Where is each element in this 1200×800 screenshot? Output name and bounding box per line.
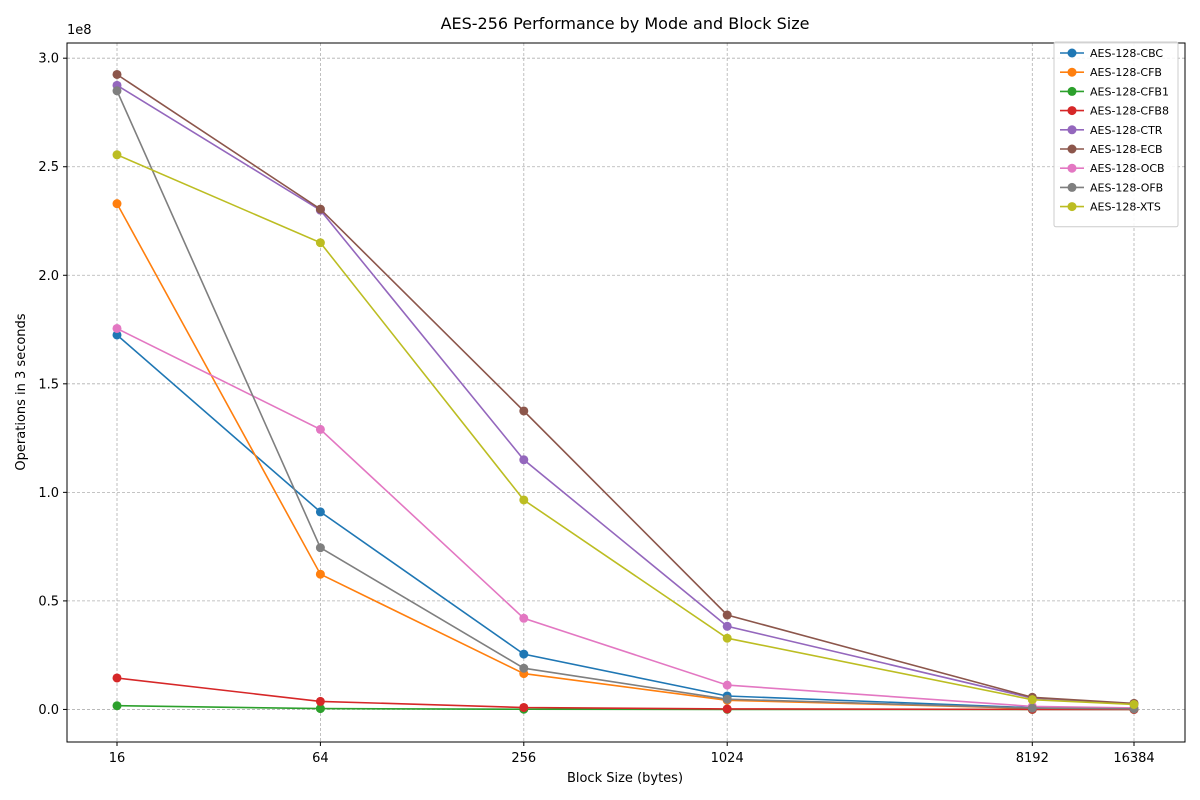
legend-item: AES-128-OCB xyxy=(1060,162,1165,175)
legend-label: AES-128-OCB xyxy=(1090,162,1165,175)
legend-item: AES-128-OFB xyxy=(1060,181,1163,194)
data-point xyxy=(519,663,529,673)
x-tick-label: 256 xyxy=(511,751,536,766)
legend-swatch-marker xyxy=(1067,182,1077,192)
legend: AES-128-CBC AES-128-CFB AES-128-CFB1 AES-12… xyxy=(1053,41,1179,228)
y-tick-label: 2.5 xyxy=(38,160,59,175)
data-point xyxy=(315,238,325,248)
data-point xyxy=(519,406,529,416)
data-point xyxy=(112,701,122,711)
data-point xyxy=(112,150,122,160)
data-point xyxy=(315,704,325,714)
data-point xyxy=(519,613,529,623)
series-line xyxy=(116,327,1135,709)
y-tick-label: 1.5 xyxy=(38,377,59,392)
legend-label: AES-128-CFB1 xyxy=(1090,85,1169,98)
legend-swatch-marker xyxy=(1067,125,1077,135)
data-point xyxy=(112,69,122,79)
data-point xyxy=(722,633,732,643)
legend-item: AES-128-CBC xyxy=(1060,47,1163,60)
x-tick-label: 64 xyxy=(312,751,329,766)
y-tick-label: 2.0 xyxy=(38,269,59,284)
y-tick-label: 1.0 xyxy=(38,486,59,501)
legend-item: AES-128-CFB1 xyxy=(1060,85,1169,98)
series-line xyxy=(116,90,1135,710)
series-aes-128-xts xyxy=(112,150,1139,709)
legend-box xyxy=(1053,41,1179,228)
series-line xyxy=(116,154,1135,706)
legend-item: AES-128-CFB8 xyxy=(1060,105,1169,118)
data-point xyxy=(519,702,529,712)
y-tick-label: 3.0 xyxy=(38,52,59,67)
data-point xyxy=(722,621,732,631)
legend-swatch-marker xyxy=(1067,202,1077,212)
legend-swatch-marker xyxy=(1067,86,1077,96)
data-point xyxy=(722,694,732,704)
chart-title: AES-256 Performance by Mode and Block Si… xyxy=(441,14,810,33)
data-point xyxy=(315,204,325,214)
x-tick-label: 16 xyxy=(109,751,126,766)
data-point xyxy=(315,424,325,434)
y-offset-text: 1e8 xyxy=(67,23,92,38)
data-point xyxy=(722,680,732,690)
series-line xyxy=(116,677,1134,711)
legend-swatch-marker xyxy=(1067,144,1077,154)
legend-swatch-marker xyxy=(1067,163,1077,173)
legend-label: AES-128-XTS xyxy=(1090,201,1161,214)
legend-swatch-marker xyxy=(1067,48,1077,58)
data-point xyxy=(315,569,325,579)
x-tick-label: 8192 xyxy=(1016,751,1049,766)
legend-item: AES-128-ECB xyxy=(1060,143,1163,156)
series-line xyxy=(116,73,1135,705)
x-axis-label: Block Size (bytes) xyxy=(567,771,683,786)
y-tick-label: 0.0 xyxy=(38,703,59,718)
y-tick-label: 0.5 xyxy=(38,594,59,609)
axis-ticks: 16 64 256 1024 8192 16384 0.0 0.5 1.0 1.5 2.0 2.5 3.… xyxy=(38,52,1154,766)
data-point xyxy=(315,696,325,706)
legend-label: AES-128-ECB xyxy=(1090,143,1163,156)
data-point xyxy=(1129,699,1139,709)
data-point xyxy=(112,330,122,340)
legend-label: AES-128-CFB xyxy=(1090,66,1162,79)
legend-item: AES-128-CTR xyxy=(1060,124,1163,137)
data-point xyxy=(519,455,529,465)
data-point xyxy=(519,649,529,659)
legend-item: AES-128-XTS xyxy=(1060,201,1161,214)
data-point xyxy=(112,86,122,96)
data-point xyxy=(722,610,732,620)
series-lines xyxy=(112,69,1139,714)
series-aes-128-cfb8 xyxy=(112,673,1139,714)
legend-swatch-marker xyxy=(1067,67,1077,77)
legend-label: AES-128-CFB8 xyxy=(1090,105,1169,118)
legend-item: AES-128-CFB xyxy=(1060,66,1162,79)
legend-swatch-marker xyxy=(1067,106,1077,116)
data-point xyxy=(519,495,529,505)
legend-label: AES-128-OFB xyxy=(1090,181,1163,194)
data-point xyxy=(1027,703,1037,713)
data-point xyxy=(112,323,122,333)
data-point xyxy=(1027,695,1037,705)
x-tick-label: 1024 xyxy=(711,751,744,766)
data-point xyxy=(315,543,325,553)
legend-label: AES-128-CBC xyxy=(1090,47,1163,60)
plot-area-frame xyxy=(66,42,1186,743)
x-tick-label: 16384 xyxy=(1113,751,1154,766)
data-point xyxy=(112,199,122,209)
data-point xyxy=(112,673,122,683)
data-point xyxy=(315,507,325,517)
legend-label: AES-128-CTR xyxy=(1090,124,1163,137)
y-axis-label: Operations in 3 seconds xyxy=(14,313,29,470)
data-point xyxy=(722,704,732,714)
